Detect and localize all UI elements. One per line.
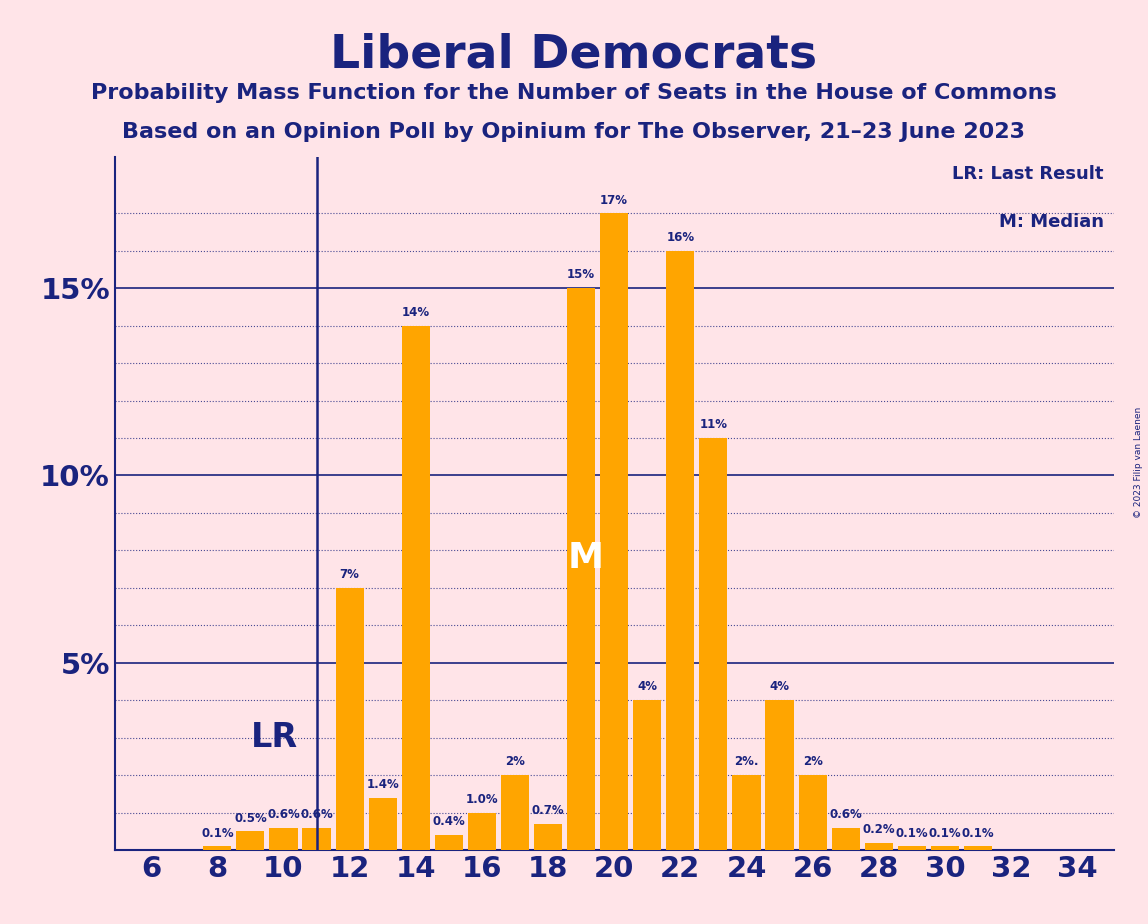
Text: 17%: 17% <box>600 193 628 207</box>
Text: 15%: 15% <box>567 269 595 282</box>
Bar <box>534 824 563 850</box>
Text: 2%: 2% <box>802 756 823 769</box>
Bar <box>931 846 959 850</box>
Text: Based on an Opinion Poll by Opinium for The Observer, 21–23 June 2023: Based on an Opinion Poll by Opinium for … <box>123 122 1025 142</box>
Text: 7%: 7% <box>340 568 359 581</box>
Text: 11%: 11% <box>699 419 728 432</box>
Text: 0.7%: 0.7% <box>532 804 565 817</box>
Bar <box>468 812 496 850</box>
Bar <box>864 843 893 850</box>
Bar <box>732 775 760 850</box>
Text: M: Median: M: Median <box>999 213 1103 231</box>
Text: 0.1%: 0.1% <box>929 827 961 840</box>
Bar <box>666 250 695 850</box>
Bar <box>831 828 860 850</box>
Text: 0.1%: 0.1% <box>895 827 928 840</box>
Text: 0.4%: 0.4% <box>433 815 465 828</box>
Text: Probability Mass Function for the Number of Seats in the House of Commons: Probability Mass Function for the Number… <box>91 83 1057 103</box>
Text: 4%: 4% <box>637 680 658 694</box>
Bar <box>402 325 429 850</box>
Bar <box>501 775 529 850</box>
Bar <box>369 797 397 850</box>
Text: 0.1%: 0.1% <box>201 827 234 840</box>
Text: 1.4%: 1.4% <box>366 778 400 791</box>
Text: 14%: 14% <box>402 306 429 319</box>
Bar <box>335 588 364 850</box>
Text: 0.2%: 0.2% <box>862 823 895 836</box>
Text: 2%: 2% <box>505 756 525 769</box>
Text: 0.6%: 0.6% <box>300 808 333 821</box>
Text: © 2023 Filip van Laenen: © 2023 Filip van Laenen <box>1134 407 1143 517</box>
Bar <box>898 846 926 850</box>
Text: 0.6%: 0.6% <box>829 808 862 821</box>
Text: 0.6%: 0.6% <box>267 808 300 821</box>
Text: 4%: 4% <box>769 680 790 694</box>
Bar <box>799 775 827 850</box>
Text: 16%: 16% <box>666 231 695 244</box>
Bar <box>236 832 264 850</box>
Bar <box>634 700 661 850</box>
Bar <box>270 828 297 850</box>
Text: M: M <box>568 541 604 575</box>
Text: 2%.: 2%. <box>735 756 759 769</box>
Text: LR: LR <box>251 722 298 754</box>
Bar <box>302 828 331 850</box>
Text: 0.5%: 0.5% <box>234 811 266 824</box>
Bar <box>567 288 595 850</box>
Text: Liberal Democrats: Liberal Democrats <box>331 32 817 78</box>
Bar <box>600 213 628 850</box>
Bar <box>964 846 992 850</box>
Bar <box>203 846 232 850</box>
Bar <box>766 700 793 850</box>
Text: LR: Last Result: LR: Last Result <box>952 164 1103 183</box>
Text: 0.1%: 0.1% <box>962 827 994 840</box>
Bar <box>435 835 463 850</box>
Bar <box>699 438 728 850</box>
Text: 1.0%: 1.0% <box>466 793 498 806</box>
